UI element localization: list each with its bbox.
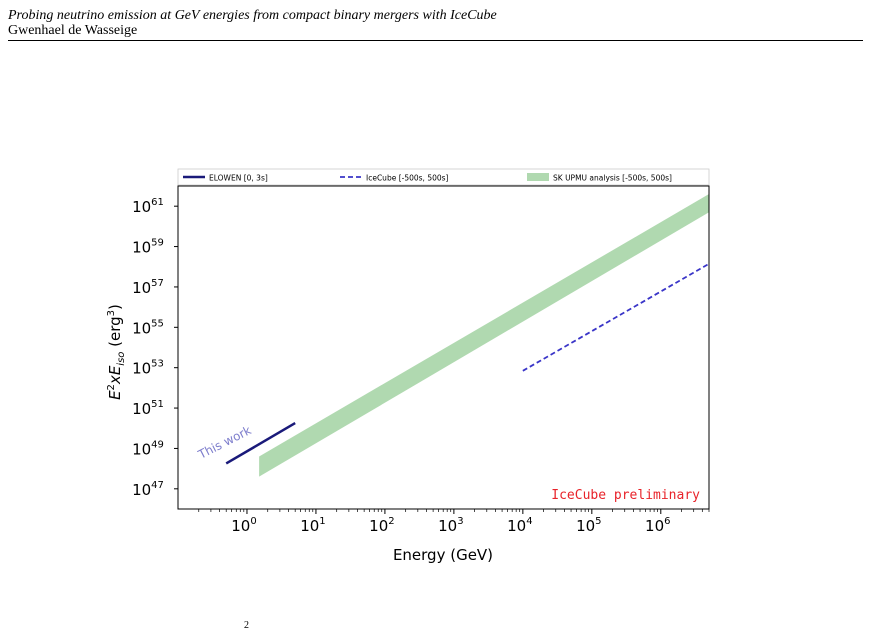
y-axis-ticks: 1047 1049 1051 1053 1055 1057 1059 1061 [132, 197, 178, 499]
axes-frame [177, 185, 710, 510]
plot-area [225, 194, 710, 477]
y-tick-label: 1061 [132, 197, 164, 216]
icecube-preliminary-annotation: IceCube preliminary [551, 488, 700, 503]
y-axis-label: E2xEiso (erg3) [106, 304, 127, 400]
x-tick-label: 103 [438, 516, 463, 535]
y-tick-label: 1059 [132, 238, 164, 257]
x-tick-label: 101 [300, 516, 325, 535]
x-axis-ticks: 100 101 102 103 104 105 106 [198, 509, 710, 535]
x-tick-label: 104 [507, 516, 532, 535]
elowen-limit-line [225, 422, 296, 465]
legend-elowen-label: ELOWEN [0, 3s] [209, 174, 268, 183]
this-work-annotation: This work [195, 423, 253, 462]
icecube-limit-line [522, 263, 710, 372]
y-tick-label: 1051 [132, 399, 164, 418]
running-header-title: Probing neutrino emission at GeV energie… [8, 8, 497, 23]
x-tick-label: 106 [645, 516, 670, 535]
y-tick-label: 1047 [132, 480, 164, 499]
legend-icecube-label: IceCube [-500s, 500s] [366, 174, 449, 183]
running-header-author: Gwenhael de Wasseige [8, 23, 138, 38]
legend-frame [177, 168, 710, 186]
y-tick-label: 1053 [132, 359, 164, 378]
y-tick-label: 1055 [132, 318, 164, 337]
running-header: Probing neutrino emission at GeV energie… [8, 8, 863, 41]
x-axis-label: Energy (GeV) [393, 546, 493, 564]
x-tick-label: 102 [369, 516, 394, 535]
x-tick-label: 100 [231, 516, 256, 535]
sk-upmu-band [259, 194, 709, 477]
x-tick-label: 105 [576, 516, 601, 535]
legend-sk-swatch [527, 173, 549, 181]
figure-number-fragment: 2 [244, 620, 249, 631]
y-tick-label: 1057 [132, 278, 164, 297]
legend-sk-label: SK UPMU analysis [-500s, 500s] [553, 174, 672, 183]
y-tick-label: 1049 [132, 439, 164, 458]
legend: ELOWEN [0, 3s] IceCube [-500s, 500s] SK … [177, 168, 710, 186]
